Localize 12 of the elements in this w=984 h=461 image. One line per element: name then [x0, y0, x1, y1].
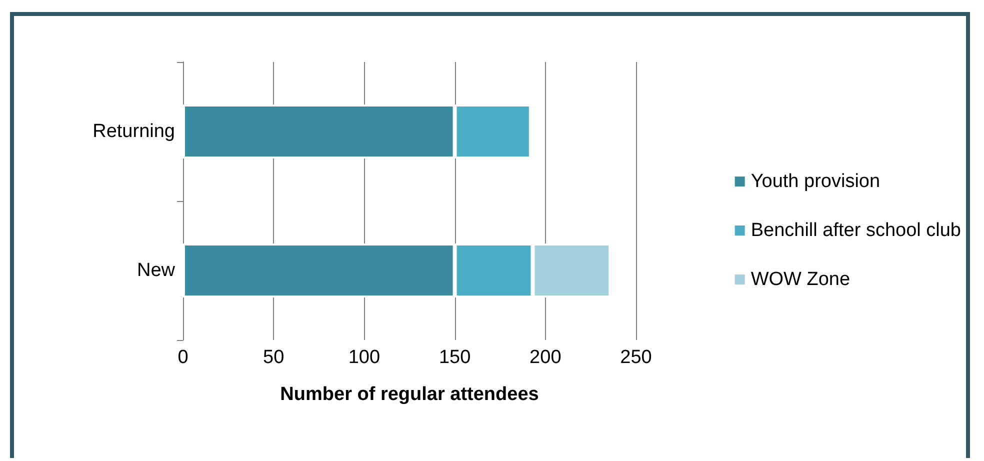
x-tick-label: 100	[348, 347, 380, 368]
legend-label: Youth provision	[750, 171, 880, 192]
y-tick-label: Returning	[92, 121, 175, 142]
x-axis-title: Number of regular attendees	[280, 384, 539, 405]
x-tick-label: 200	[530, 347, 562, 368]
x-tick-label: 250	[620, 347, 652, 368]
legend-label: WOW Zone	[750, 269, 850, 290]
y-tick-label: New	[136, 260, 176, 281]
x-tick-label: 50	[263, 347, 284, 368]
x-tick-label: 0	[178, 347, 188, 368]
legend-label: Benchill after school club	[750, 220, 962, 241]
x-tick-label: 150	[438, 347, 471, 368]
